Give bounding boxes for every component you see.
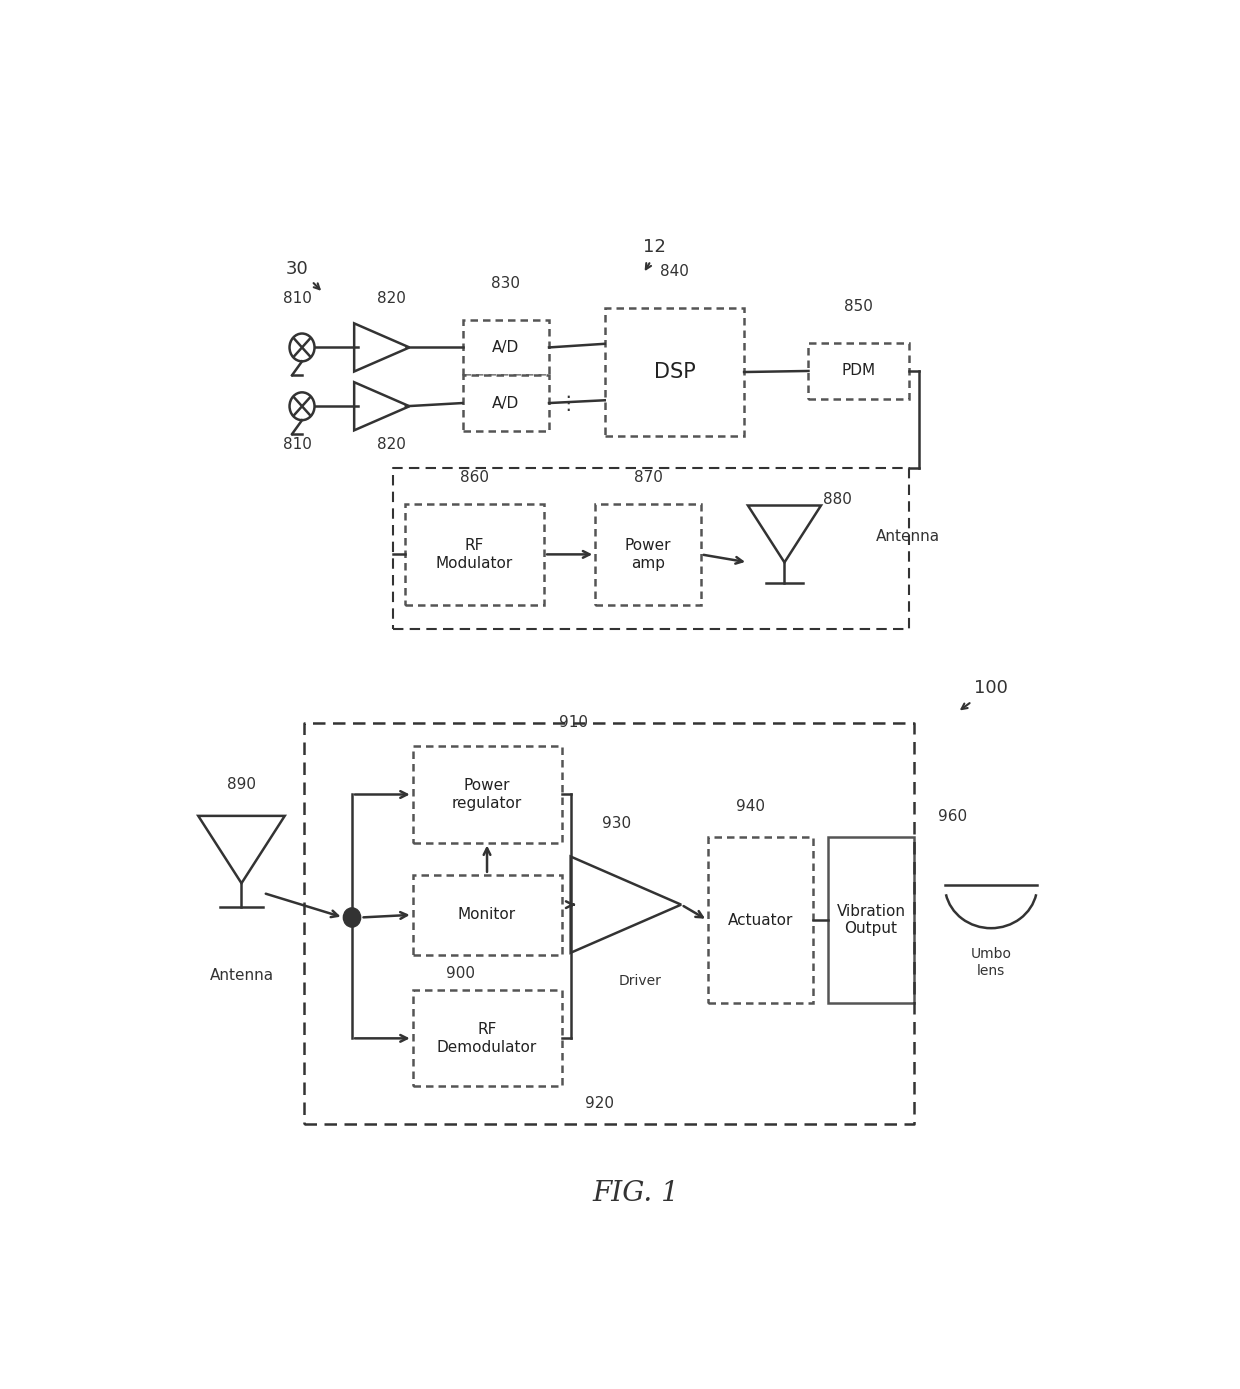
Text: 12: 12 [644,239,666,256]
Text: A/D: A/D [492,396,520,411]
FancyBboxPatch shape [605,308,744,436]
FancyBboxPatch shape [404,504,544,606]
Text: A/D: A/D [492,340,520,356]
Text: Antenna: Antenna [875,529,940,544]
Text: 810: 810 [283,290,311,306]
Text: Actuator: Actuator [728,913,794,928]
Text: Vibration
Output: Vibration Output [837,904,905,936]
FancyBboxPatch shape [413,990,562,1086]
FancyBboxPatch shape [463,375,549,431]
FancyBboxPatch shape [828,838,914,1003]
Text: 910: 910 [558,715,588,731]
Text: 960: 960 [939,810,967,824]
Text: 840: 840 [660,264,689,279]
FancyBboxPatch shape [708,838,813,1003]
FancyBboxPatch shape [595,504,701,606]
Text: 850: 850 [844,299,873,314]
Text: 30: 30 [286,260,309,278]
FancyBboxPatch shape [808,343,909,399]
FancyBboxPatch shape [463,319,549,375]
Text: DSP: DSP [653,363,696,382]
Text: 860: 860 [460,471,489,485]
Text: 920: 920 [585,1096,615,1111]
Text: Antenna: Antenna [210,968,274,982]
Text: 890: 890 [227,778,255,792]
Text: RF
Demodulator: RF Demodulator [436,1022,537,1054]
FancyBboxPatch shape [413,875,562,954]
Text: 820: 820 [377,290,405,306]
Text: 880: 880 [823,492,852,507]
Text: 930: 930 [601,815,631,831]
Text: 100: 100 [975,679,1008,697]
Text: FIG. 1: FIG. 1 [593,1179,678,1207]
FancyBboxPatch shape [413,746,562,843]
Text: 810: 810 [283,438,311,451]
Circle shape [343,908,361,926]
Text: Monitor: Monitor [458,907,516,922]
Text: ⋮: ⋮ [558,393,578,413]
Text: 830: 830 [491,275,521,290]
Text: 940: 940 [737,799,765,814]
Text: Power
amp: Power amp [625,538,671,571]
Text: Power
regulator: Power regulator [451,778,522,811]
Text: Umbo
lens: Umbo lens [971,947,1012,978]
Text: PDM: PDM [842,364,875,378]
Text: Driver: Driver [619,974,662,988]
Text: RF
Modulator: RF Modulator [436,538,513,571]
Text: 870: 870 [634,471,662,485]
Text: 820: 820 [377,438,405,451]
Text: 900: 900 [446,967,475,982]
